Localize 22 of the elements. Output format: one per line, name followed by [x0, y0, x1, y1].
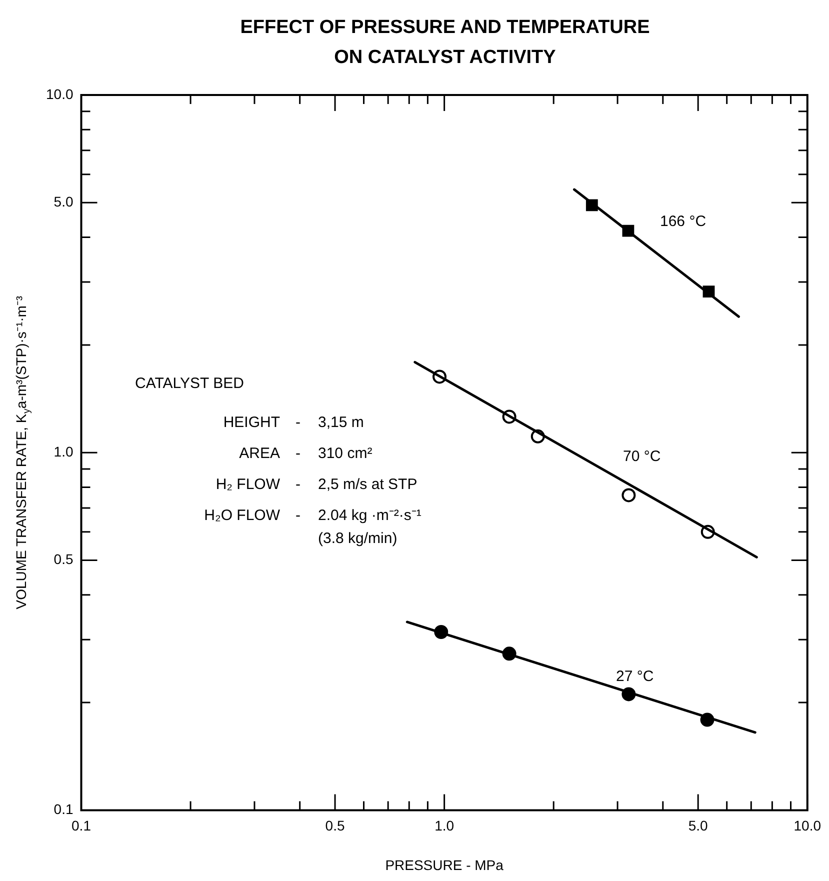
annotation: AREA - 310 cm²: [239, 445, 372, 462]
y-tick-label: 1.0: [54, 443, 74, 460]
annotation: HEIGHT - 3,15 m: [223, 414, 364, 432]
annotation: 27 °C: [616, 668, 654, 686]
y-axis-title: VOLUME TRANSFER RATE, Kya-m³(STP)·s⁻¹·m⁻³: [12, 296, 33, 610]
y-tick-label: 0.1: [54, 801, 74, 818]
annotation: 166 °C: [660, 213, 706, 230]
annotation: CATALYST BED: [135, 375, 244, 392]
y-tick-label: 10.0: [46, 86, 74, 102]
chart-title: EFFECT OF PRESSURE AND TEMPERATURE ON CATALYST ACTIVITY: [240, 17, 650, 68]
annotation: H₂O FLOW - 2.04 kg ·m⁻²·s⁻¹: [204, 507, 422, 524]
x-tick-label: 5.0: [688, 817, 708, 834]
x-axis-title: PRESSURE - MPa: [385, 856, 504, 873]
annotation: 70 °C: [623, 448, 661, 466]
x-tick-label: 10.0: [794, 817, 822, 834]
x-tick-label: 0.1: [72, 817, 92, 834]
annotation: (3.8 kg/min): [318, 530, 398, 548]
annotation: H₂ FLOW - 2,5 m/s at STP: [216, 476, 418, 494]
y-tick-label: 5.0: [54, 194, 74, 210]
x-tick-label: 0.5: [325, 817, 345, 834]
x-tick-label: 1.0: [434, 817, 454, 834]
y-tick-label: 0.5: [54, 551, 74, 568]
